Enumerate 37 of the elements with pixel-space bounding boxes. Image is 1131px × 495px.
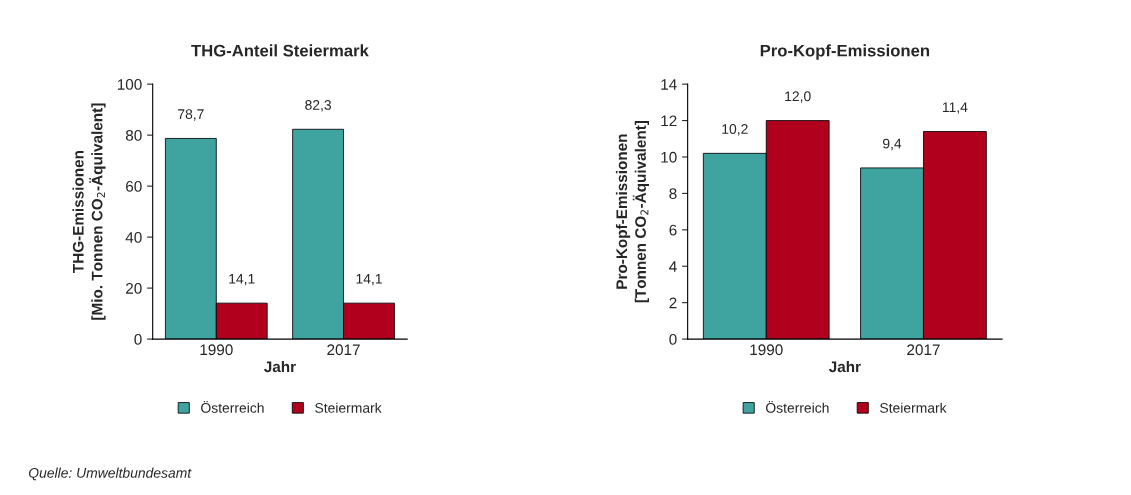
data-label: 11,4 xyxy=(942,102,968,114)
y-tick-label: 4 xyxy=(669,261,677,272)
y-tick-label: 8 xyxy=(669,188,677,200)
data-label: 10,2 xyxy=(722,124,748,136)
x-tick-label: 1990 xyxy=(200,344,233,356)
data-label: 82,3 xyxy=(305,100,331,112)
x-axis-title: Jahr xyxy=(264,360,296,373)
legend-label: Österreich xyxy=(201,401,264,413)
y-tick-label: 100 xyxy=(117,79,142,90)
data-label: 14,1 xyxy=(229,274,255,286)
x-axis-title: Jahr xyxy=(828,360,861,373)
y-tick-label: 60 xyxy=(126,180,142,192)
y-tick-label: 12 xyxy=(661,115,677,127)
legend-label: Steiermark xyxy=(880,402,947,413)
x-tick-label: 2017 xyxy=(907,344,940,356)
chart-title: THG-Anteil Steiermark xyxy=(191,44,369,57)
y-tick-label: 0 xyxy=(669,333,677,345)
y-tick-label: 40 xyxy=(125,231,142,243)
y-tick-label: 0 xyxy=(134,333,142,345)
y-tick-label: 2 xyxy=(669,297,677,309)
x-tick-label: 1990 xyxy=(750,344,783,356)
y-axis-title: THG-Emissionen [Mio. Tonnen CO$_{2}$-Äquivalent] xyxy=(72,103,106,320)
x-tick-label: 2017 xyxy=(327,344,360,356)
y-tick-label: 20 xyxy=(126,282,142,294)
y-axis-title: Pro-Kopf-Emissionen [Tonnen CO$_{2}$-Äquivalent] xyxy=(615,121,649,303)
data-label: 9,4 xyxy=(883,138,902,151)
y-tick-label: 6 xyxy=(669,224,677,236)
data-label: 14,1 xyxy=(356,274,382,286)
y-tick-label: 10 xyxy=(661,151,677,163)
legend-label: Österreich xyxy=(766,401,829,413)
data-label: 78,7 xyxy=(178,109,204,121)
legend-label: Steiermark xyxy=(315,402,382,413)
chart-title: Pro-Kopf-Emissionen xyxy=(760,44,930,60)
y-tick-label: 80 xyxy=(125,130,142,141)
y-tick-label: 14 xyxy=(661,79,677,90)
source-note: Quelle: Umweltbundesamt xyxy=(28,467,192,481)
data-label: 12,0 xyxy=(785,91,811,103)
